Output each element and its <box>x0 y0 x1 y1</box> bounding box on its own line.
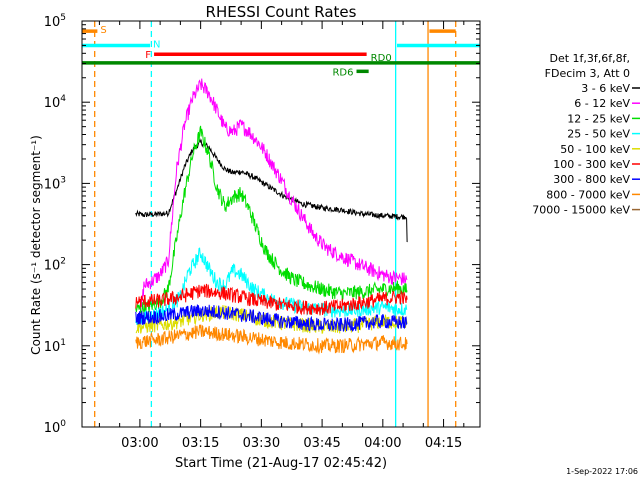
y-tick-label: 105 <box>44 13 66 30</box>
x-tick-label: 03:00 <box>121 436 158 451</box>
plot-timestamp: 1-Sep-2022 17:06 <box>566 467 638 476</box>
x-tick-label: 03:30 <box>243 436 280 451</box>
y-tick-label: 104 <box>44 94 67 111</box>
legend-entries: 3 - 6 keV 6 - 12 keV 12 - 25 keV 25 - 50 ke… <box>532 82 640 217</box>
vertical-markers <box>94 21 457 427</box>
series-line-100-300-kev <box>135 283 408 316</box>
legend-entry-100-300-kev: 100 - 300 keV <box>553 158 630 171</box>
x-tick-label: 04:15 <box>425 436 462 451</box>
x-tick-label: 03:15 <box>182 436 219 451</box>
flag-label-s: S <box>100 25 106 36</box>
series-lines <box>135 78 408 355</box>
flag-label-n: N <box>153 39 160 50</box>
x-tick-label: 04:00 <box>364 436 401 451</box>
series-line-3-6-kev <box>135 138 408 243</box>
x-axis-label: Start Time (21-Aug-17 02:45:42) <box>175 456 387 471</box>
legend-entry-6-12-kev: 6 - 12 keV <box>574 97 630 110</box>
legend-header-line-2: FDecim 3, Att 0 <box>545 67 630 80</box>
flag-label-rd0: RD0 <box>371 53 392 64</box>
series-line-50-100-kev <box>135 304 408 334</box>
y-axis: 100 101 102 103 104 105 <box>44 13 480 436</box>
series-line-300-800-kev <box>135 304 408 332</box>
plot-frame <box>81 20 481 428</box>
chart-title: RHESSI Count Rates <box>206 3 357 21</box>
y-tick-label: 100 <box>44 419 67 436</box>
legend-entry-3-6-kev: 3 - 6 keV <box>581 82 630 95</box>
legend-entry-300-800-kev: 300 - 800 keV <box>553 173 630 186</box>
flag-label-rd6: RD6 <box>332 67 353 78</box>
flag-bars: S NF RD0 RD6 <box>82 25 480 78</box>
flag-label-f: F <box>145 50 151 61</box>
legend: Det 1f,3f,6f,8f, FDecim 3, Att 0 3 - 6 k… <box>532 52 640 217</box>
series-line-6-12-kev <box>139 78 408 327</box>
series-line-12-25-kev <box>135 125 408 316</box>
y-tick-label: 102 <box>44 257 66 274</box>
y-tick-label: 103 <box>44 175 66 192</box>
x-tick-label: 03:45 <box>303 436 340 451</box>
series-line-800-7000-kev <box>135 324 408 355</box>
legend-entry-25-50-kev: 25 - 50 keV <box>567 128 630 141</box>
legend-entry-12-25-kev: 12 - 25 keV <box>567 112 630 125</box>
y-axis-label: Count Rate (s⁻¹ detector segment⁻¹) <box>29 135 43 355</box>
x-axis: 03:00 03:15 03:30 03:45 04:00 04:15 <box>98 21 465 451</box>
legend-entry-800-7000-kev: 800 - 7000 keV <box>546 188 630 201</box>
legend-header-line-1: Det 1f,3f,6f,8f, <box>549 52 630 65</box>
legend-entry-50-100-kev: 50 - 100 keV <box>560 143 630 156</box>
y-tick-label: 101 <box>44 338 66 355</box>
legend-entry-7000-15000-kev: 7000 - 15000 keV <box>532 204 630 217</box>
